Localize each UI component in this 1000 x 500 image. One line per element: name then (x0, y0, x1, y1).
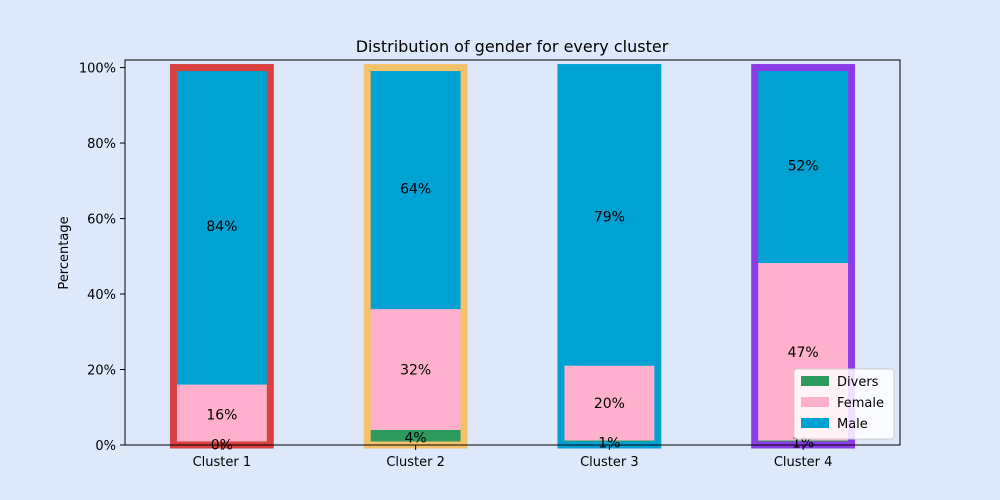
legend: Divers Female Male (793, 368, 895, 440)
x-tick-label-3: Cluster 3 (580, 455, 639, 470)
y-tick-label-3: 60% (87, 213, 116, 228)
bar-male-2 (367, 67, 465, 310)
y-tick-label-4: 80% (87, 137, 116, 152)
data-label-female-2: 32% (400, 363, 431, 379)
data-label-divers-3: 1% (598, 436, 620, 452)
bar-male-1 (173, 67, 271, 385)
data-label-female-1: 16% (206, 407, 237, 423)
y-tick-label-2: 40% (87, 288, 116, 303)
axes-layer: Cluster 1 Cluster 2 Cluster 3 Cluster 4 0% 20… (79, 59, 901, 470)
data-label-male-4: 52% (788, 158, 819, 174)
data-label-female-4: 47% (788, 345, 819, 361)
chart-title: Distribution of gender for every cluster (356, 37, 669, 56)
x-tick-label-4: Cluster 4 (774, 455, 833, 470)
y-tick-label-1: 20% (87, 364, 116, 379)
axes-frame (124, 59, 901, 446)
legend-label-female: Female (837, 396, 884, 411)
data-label-female-3: 20% (594, 396, 625, 412)
data-label-male-1: 84% (206, 219, 237, 235)
x-tick-label-1: Cluster 1 (193, 455, 252, 470)
legend-swatch-female (801, 397, 829, 407)
y-tick-label-0: 0% (95, 439, 116, 454)
bar-female-3 (560, 365, 658, 441)
legend-label-divers: Divers (837, 375, 879, 390)
legend-swatch-male (801, 418, 829, 428)
data-label-divers-2: 4% (405, 430, 427, 446)
bar-divers-2 (367, 429, 465, 445)
bar-male-3 (560, 67, 658, 366)
bar-male-4 (754, 67, 852, 264)
data-label-male-3: 79% (594, 210, 625, 226)
data-label-divers-4: 1% (792, 436, 814, 452)
data-label-male-2: 64% (400, 181, 431, 197)
bar-female-2 (367, 309, 465, 430)
legend-swatch-divers (801, 376, 829, 386)
data-labels-layer: 0%16%84%4%32%64%1%20%79%1%47%52% (206, 158, 818, 453)
legend-label-male: Male (837, 417, 868, 432)
y-axis-label: Percentage (57, 216, 72, 289)
bar-female-1 (173, 384, 271, 445)
y-tick-label-5: 100% (79, 62, 116, 77)
x-tick-label-2: Cluster 2 (386, 455, 445, 470)
